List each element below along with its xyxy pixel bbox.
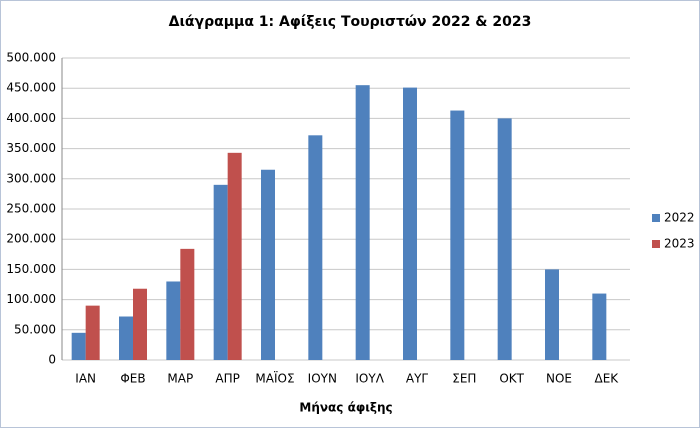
x-tick-label: ΝΟΕ	[546, 372, 572, 386]
legend-swatch	[652, 214, 660, 222]
x-tick-label: ΙΟΥΛ	[355, 372, 384, 386]
y-tick-label: 100.000	[6, 292, 56, 306]
bar	[85, 305, 100, 360]
y-tick-label: 200.000	[6, 232, 56, 246]
bar	[119, 316, 133, 360]
y-tick-label: 350.000	[6, 141, 56, 155]
bar	[592, 293, 607, 360]
x-tick-label: ΔΕΚ	[594, 372, 619, 386]
bar	[133, 288, 147, 360]
legend-swatch	[652, 240, 660, 248]
bar	[403, 87, 417, 360]
x-tick-label: ΦΕΒ	[120, 372, 145, 386]
x-tick-label: ΣΕΠ	[452, 372, 476, 386]
x-tick-label: ΙΑΝ	[75, 372, 96, 386]
x-tick-label: ΜΑΪΟΣ	[255, 371, 294, 386]
bar	[213, 184, 228, 360]
bar	[545, 269, 559, 360]
y-tick-label: 150.000	[6, 262, 56, 276]
bar	[450, 110, 465, 360]
bar	[180, 248, 195, 360]
bar	[261, 169, 275, 360]
x-tick-label: ΑΥΓ	[406, 372, 429, 386]
x-tick-label: ΟΚΤ	[499, 372, 524, 386]
bar	[308, 135, 323, 360]
y-tick-label: 300.000	[6, 171, 56, 185]
bar	[71, 332, 86, 360]
y-tick-label: 500.000	[6, 51, 56, 65]
bar	[497, 118, 512, 361]
legend-label: 2022	[664, 211, 695, 225]
x-tick-label: ΙΟΥΝ	[308, 372, 337, 386]
y-tick-label: 50.000	[14, 322, 56, 336]
y-tick-label: 450.000	[6, 81, 56, 95]
x-tick-label: ΑΠΡ	[215, 372, 239, 386]
y-tick-label: 250.000	[6, 202, 56, 216]
bar	[227, 152, 242, 360]
x-axis-label: Μήνας άφιξης	[299, 401, 392, 415]
bar	[355, 85, 370, 361]
y-tick-label: 0	[48, 353, 56, 367]
x-tick-label: ΜΑΡ	[167, 372, 193, 386]
chart-title: Διάγραμμα 1: Αφίξεις Τουριστών 2022 & 20…	[169, 14, 532, 30]
bar	[166, 281, 181, 360]
y-tick-label: 400.000	[6, 111, 56, 125]
legend-label: 2023	[664, 237, 695, 251]
